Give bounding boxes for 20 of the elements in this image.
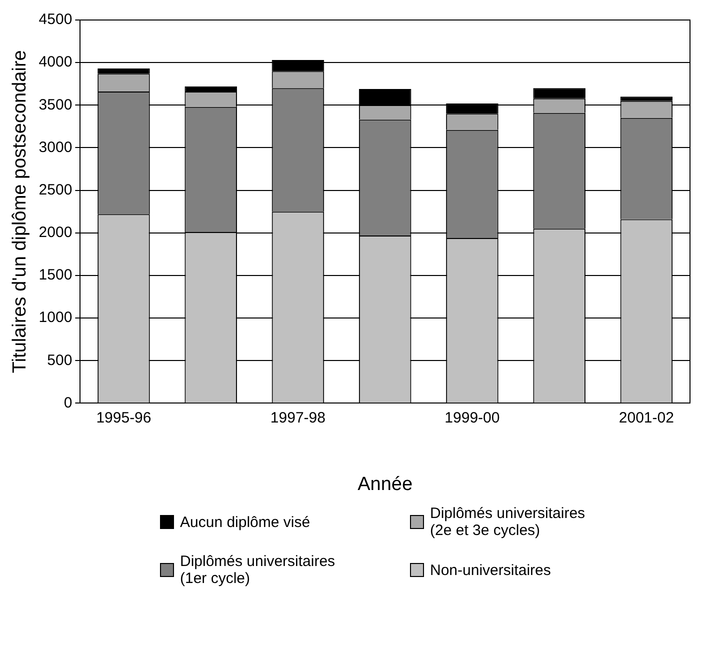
x-axis-title: Année	[358, 474, 413, 495]
x-tick-label: 2001-02	[618, 409, 674, 426]
y-tick-label: 4500	[38, 11, 72, 28]
y-tick-label: 4000	[38, 54, 72, 71]
y-tick-label: 1500	[38, 266, 72, 284]
legend-label: Non-universitaires	[430, 562, 551, 578]
y-tick-label: 0	[64, 394, 72, 412]
y-tick-label: 3500	[38, 96, 72, 114]
y-tick-label: 1000	[38, 309, 72, 326]
y-axis-title: Titulaires d'un diplôme postsecondaire	[10, 50, 31, 374]
x-tick-label: 1997-98	[270, 409, 326, 426]
legend-label: Diplômés universitaires (2e et 3e cycles)	[430, 505, 586, 539]
legend-label: Diplômés universitaires (1er cycle)	[180, 553, 336, 587]
y-tick-label: 3000	[38, 138, 72, 156]
x-tick-label: 1999-00	[444, 409, 500, 426]
legend-label: Aucun diplôme visé	[180, 514, 310, 530]
y-tick-label: 2000	[38, 224, 72, 242]
x-tick-label: 1995-96	[96, 409, 152, 426]
y-tick-label: 2500	[38, 181, 72, 198]
y-tick-label: 500	[47, 352, 72, 369]
